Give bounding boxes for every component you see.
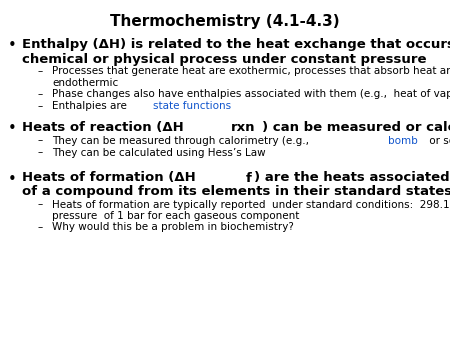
Text: They can be measured through calorimetry (e.g.,: They can be measured through calorimetry… [52,136,312,145]
Text: f: f [246,171,252,185]
Text: bomb: bomb [388,136,418,145]
Text: –: – [38,222,43,233]
Text: •: • [8,171,17,187]
Text: –: – [38,66,43,76]
Text: –: – [38,101,43,111]
Text: ) are the heats associated with forming one mole: ) are the heats associated with forming … [254,171,450,185]
Text: Processes that generate heat are exothermic, processes that absorb heat are
endo: Processes that generate heat are exother… [52,66,450,88]
Text: of a compound from its elements in their standard states: of a compound from its elements in their… [22,185,450,198]
Text: –: – [38,199,43,210]
Text: Enthalpies are: Enthalpies are [52,101,130,111]
Text: •: • [8,121,17,136]
Text: rxn: rxn [231,121,255,134]
Text: Heats of reaction (ΔH: Heats of reaction (ΔH [22,121,184,134]
Text: ) can be measured or calculated for most reactions: ) can be measured or calculated for most… [262,121,450,134]
Text: They can be calculated using Hess’s Law: They can be calculated using Hess’s Law [52,147,266,158]
Text: Enthalpy (ΔH) is related to the heat exchange that occurs during a
chemical or p: Enthalpy (ΔH) is related to the heat exc… [22,38,450,66]
Text: –: – [38,89,43,99]
Text: Phase changes also have enthalpies associated with them (e.g.,  heat of vaporiza: Phase changes also have enthalpies assoc… [52,89,450,99]
Text: Heats of formation are typically reported  under standard conditions:  298.15 K : Heats of formation are typically reporte… [52,199,450,221]
Text: –: – [38,136,43,145]
Text: Why would this be a problem in biochemistry?: Why would this be a problem in biochemis… [52,222,294,233]
Text: or solution calorimetry): or solution calorimetry) [426,136,450,145]
Text: –: – [38,147,43,158]
Text: •: • [8,38,17,53]
Text: state functions: state functions [153,101,231,111]
Text: Thermochemistry (4.1-4.3): Thermochemistry (4.1-4.3) [110,14,340,29]
Text: Heats of formation (ΔH: Heats of formation (ΔH [22,171,196,185]
